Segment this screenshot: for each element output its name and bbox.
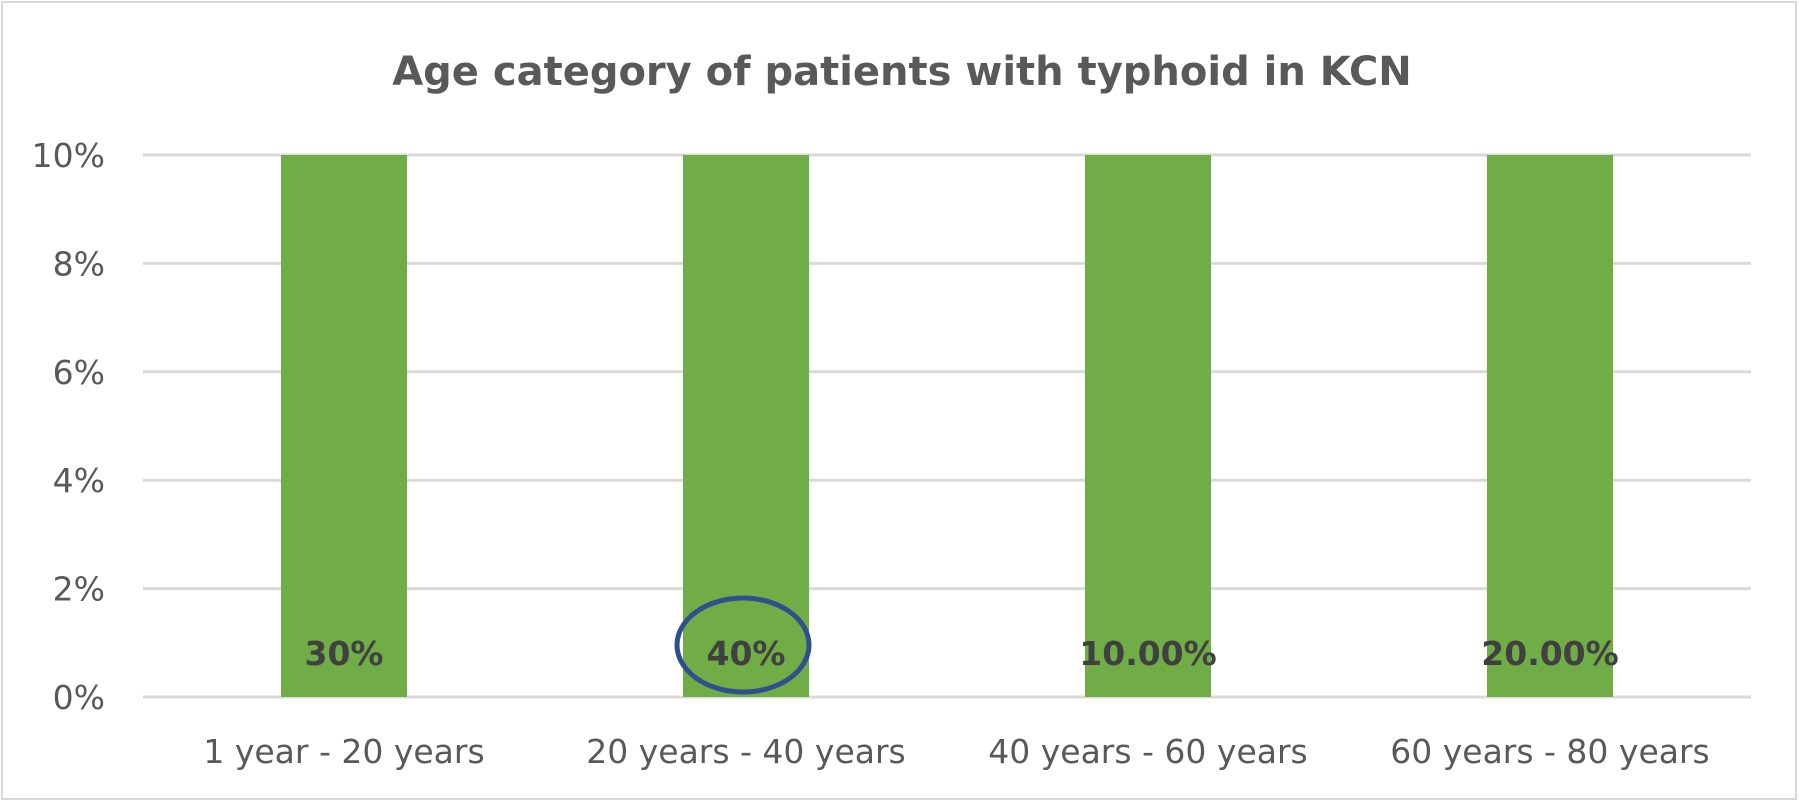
y-tick-label: 4% [53,461,105,500]
chart-title: Age category of patients with typhoid in… [392,49,1412,95]
x-category-label: 1 year - 20 years [203,732,484,771]
x-category-label: 20 years - 40 years [586,732,905,771]
data-label: 20.00% [1481,634,1618,673]
bar [281,155,407,697]
data-label: 40% [707,634,786,673]
y-tick-label: 0% [53,678,105,717]
bars [281,155,1613,697]
bar [1487,155,1613,697]
bar [683,155,809,697]
x-axis-category-labels: 1 year - 20 years 20 years - 40 years 40 y… [203,732,1709,771]
bar-chart: Age category of patients with typhoid in… [32,49,1751,771]
gridlines [143,153,1751,699]
y-tick-label: 10% [32,136,105,175]
data-labels: 30% 40% 10.00% 20.00% [305,634,1619,673]
data-label: 30% [305,634,384,673]
y-tick-label: 6% [53,353,105,392]
data-label: 10.00% [1079,634,1216,673]
x-category-label: 60 years - 80 years [1390,732,1709,771]
y-tick-label: 8% [53,244,105,283]
y-tick-label: 2% [53,570,105,609]
highlight-ellipse [674,595,812,695]
bar [1085,155,1211,697]
y-axis-tick-labels: 0% 2% 4% 6% 8% 10% [32,136,105,717]
annotations [674,595,812,695]
x-category-label: 40 years - 60 years [988,732,1307,771]
